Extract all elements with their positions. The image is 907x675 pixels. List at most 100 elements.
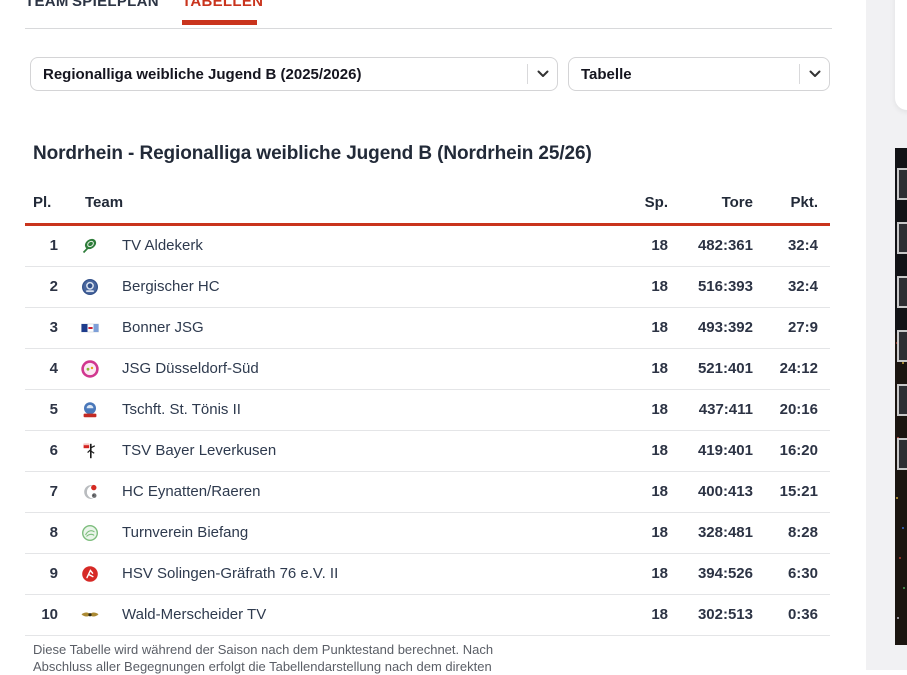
table-row[interactable]: 5 Tschft. St. Tönis II 18 437:411 20:16 <box>25 390 830 431</box>
select-divider <box>527 64 528 84</box>
tab-team[interactable]: TEAM <box>25 0 69 10</box>
goals-cell: 521:401 <box>697 360 753 377</box>
chevron-down-icon <box>528 70 557 78</box>
games-cell: 18 <box>651 483 668 500</box>
team-name: TSV Bayer Leverkusen <box>122 442 277 459</box>
table-header: Pl. Team Sp. Tore Pkt. <box>0 194 866 214</box>
goals-cell: 482:361 <box>697 237 753 254</box>
goals-cell: 394:526 <box>697 565 753 582</box>
team-name: Tschft. St. Tönis II <box>122 401 241 418</box>
points-cell: 24:12 <box>779 360 818 377</box>
rank-cell: 1 <box>49 237 58 254</box>
team-name: HC Eynatten/Raeren <box>122 483 261 500</box>
table-row[interactable]: 9 HSV Solingen-Gräfrath 76 e.V. II 18 39… <box>25 554 830 595</box>
tschft-st-toenis-logo <box>78 390 102 430</box>
league-select[interactable]: Regionalliga weibliche Jugend B (2025/20… <box>30 57 558 91</box>
tab-tabellen[interactable]: TABELLEN <box>182 0 264 10</box>
tab-bar: TEAM SPIELPLAN TABELLEN <box>0 0 866 30</box>
team-name: JSG Düsseldorf-Süd <box>122 360 259 377</box>
tab-bar-divider <box>25 28 832 29</box>
photo-thumbnail[interactable] <box>897 168 907 200</box>
wald-merscheider-tv-logo <box>78 595 102 635</box>
goals-cell: 437:411 <box>698 401 753 418</box>
crowd-photo <box>895 333 907 645</box>
games-cell: 18 <box>651 360 668 377</box>
column-header-team: Team <box>85 194 124 211</box>
rank-cell: 4 <box>49 360 58 377</box>
table-row[interactable]: 7 HC Eynatten/Raeren 18 400:413 15:21 <box>25 472 830 513</box>
column-header-games: Sp. <box>644 194 668 211</box>
column-header-goals: Tore <box>721 194 753 211</box>
points-cell: 32:4 <box>787 237 818 254</box>
jsg-duesseldorf-sued-logo <box>78 349 102 389</box>
bonner-jsg-logo <box>78 308 102 348</box>
points-cell: 8:28 <box>787 524 818 541</box>
hsv-solingen-graefrath-logo <box>78 554 102 594</box>
points-cell: 6:30 <box>787 565 818 582</box>
active-tab-underline <box>182 20 257 25</box>
league-table-body: 1 TV Aldekerk 18 482:361 32:4 2 Bergisch… <box>25 226 830 636</box>
team-name: HSV Solingen-Gräfrath 76 e.V. II <box>122 565 339 582</box>
column-header-rank: Pl. <box>33 194 52 211</box>
photo-thumbnail[interactable] <box>897 384 907 416</box>
team-name: Bonner JSG <box>122 319 204 336</box>
games-cell: 18 <box>651 278 668 295</box>
rank-cell: 2 <box>49 278 58 295</box>
chevron-down-icon <box>800 70 829 78</box>
games-cell: 18 <box>651 237 668 254</box>
points-cell: 15:21 <box>779 483 818 500</box>
rank-cell: 5 <box>49 401 58 418</box>
page-gutter <box>866 0 907 670</box>
team-name: Turnverein Biefang <box>122 524 249 541</box>
points-cell: 16:20 <box>779 442 818 459</box>
team-name: Wald-Merscheider TV <box>122 606 267 623</box>
table-row[interactable]: 1 TV Aldekerk 18 482:361 32:4 <box>25 226 830 267</box>
points-cell: 27:9 <box>787 319 818 336</box>
rank-cell: 7 <box>49 483 58 500</box>
sidebar-card <box>895 0 907 110</box>
view-select-value: Tabelle <box>581 65 632 83</box>
games-cell: 18 <box>651 442 668 459</box>
league-select-value: Regionalliga weibliche Jugend B (2025/20… <box>43 65 362 83</box>
team-name: TV Aldekerk <box>122 237 203 254</box>
main-content: TEAM SPIELPLAN TABELLEN Regionalliga wei… <box>0 0 866 674</box>
games-cell: 18 <box>651 524 668 541</box>
games-cell: 18 <box>651 606 668 623</box>
table-row[interactable]: 8 Turnverein Biefang 18 328:481 8:28 <box>25 513 830 554</box>
tv-aldekerk-logo <box>78 226 102 266</box>
view-select[interactable]: Tabelle <box>568 57 830 91</box>
team-name: Bergischer HC <box>122 278 220 295</box>
games-cell: 18 <box>651 401 668 418</box>
tab-spielplan[interactable]: SPIELPLAN <box>72 0 159 10</box>
photo-thumbnail[interactable] <box>897 276 907 308</box>
goals-cell: 419:401 <box>697 442 753 459</box>
rank-cell: 9 <box>49 565 58 582</box>
table-row[interactable]: 3 Bonner JSG 18 493:392 27:9 <box>25 308 830 349</box>
bergischer-hc-logo <box>78 267 102 307</box>
rank-cell: 6 <box>49 442 58 459</box>
photo-thumbnail[interactable] <box>897 438 907 470</box>
photo-thumbnail[interactable] <box>897 330 907 362</box>
points-cell: 32:4 <box>787 278 818 295</box>
points-cell: 0:36 <box>787 606 818 623</box>
goals-cell: 400:413 <box>697 483 753 500</box>
table-row[interactable]: 4 JSG Düsseldorf-Süd 18 521:401 24:12 <box>25 349 830 390</box>
turnverein-biefang-logo <box>78 513 102 553</box>
goals-cell: 516:393 <box>697 278 753 295</box>
tsv-bayer-leverkusen-logo <box>78 431 102 471</box>
rank-cell: 3 <box>49 319 58 336</box>
goals-cell: 302:513 <box>697 606 753 623</box>
hc-eynatten-raeren-logo <box>78 472 102 512</box>
sidebar-photo-strip <box>895 148 907 645</box>
table-header-rule <box>25 223 830 226</box>
column-header-points: Pkt. <box>790 194 818 211</box>
photo-thumbnail[interactable] <box>897 222 907 254</box>
table-row[interactable]: 2 Bergischer HC 18 516:393 32:4 <box>25 267 830 308</box>
table-row[interactable]: 10 Wald-Merscheider TV 18 302:513 0:36 <box>25 595 830 636</box>
goals-cell: 328:481 <box>697 524 753 541</box>
rank-cell: 10 <box>41 606 58 623</box>
rank-cell: 8 <box>49 524 58 541</box>
table-row[interactable]: 6 TSV Bayer Leverkusen 18 419:401 16:20 <box>25 431 830 472</box>
goals-cell: 493:392 <box>697 319 753 336</box>
select-divider <box>799 64 800 84</box>
